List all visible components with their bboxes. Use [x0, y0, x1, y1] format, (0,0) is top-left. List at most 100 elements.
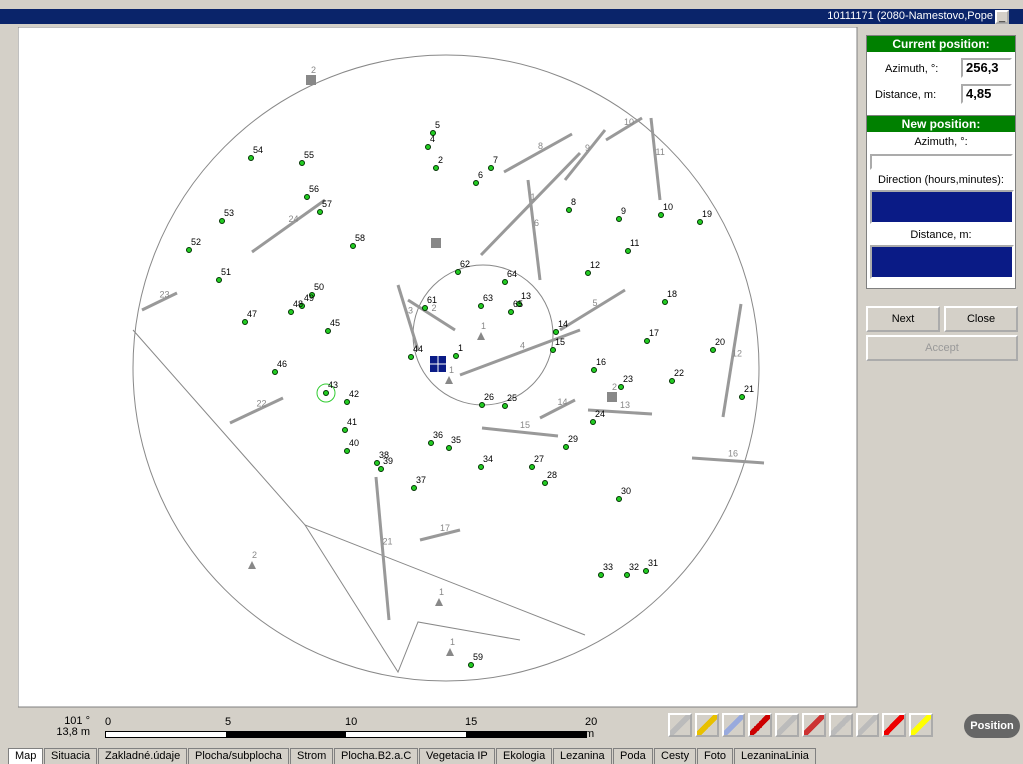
minimize[interactable]: _ — [995, 10, 1009, 24]
tree — [542, 480, 548, 486]
tree-label: 62 — [460, 259, 470, 269]
distance-input[interactable] — [870, 245, 1014, 279]
distance-value: 4,85 — [961, 84, 1012, 104]
tree-label: 5 — [435, 120, 440, 130]
close-button[interactable]: Close — [944, 306, 1018, 332]
tree-label: 48 — [293, 299, 303, 309]
tree — [299, 160, 305, 166]
log-label: 14 — [558, 397, 568, 407]
tree-label: 53 — [224, 208, 234, 218]
tree-label: 52 — [191, 237, 201, 247]
tool-button[interactable] — [748, 713, 773, 737]
tree-label: 64 — [507, 269, 517, 279]
tree — [566, 207, 572, 213]
tool-button[interactable] — [909, 713, 933, 737]
tree-label: 4 — [430, 134, 435, 144]
current-header: Current position: — [867, 36, 1015, 52]
marker-label: 1 — [439, 587, 444, 597]
tree-label: 38 — [379, 450, 389, 460]
tree — [342, 427, 348, 433]
tool-button[interactable] — [721, 713, 746, 737]
tree-label: 23 — [623, 374, 633, 384]
tab[interactable]: LezaninaLinia — [734, 748, 816, 764]
tree-label: 32 — [629, 562, 639, 572]
log — [459, 328, 581, 377]
tab[interactable]: Foto — [697, 748, 734, 764]
tool-button[interactable] — [882, 713, 907, 737]
log-label: 5 — [593, 298, 598, 308]
log — [251, 198, 326, 254]
tree-label: 37 — [416, 475, 426, 485]
next-button[interactable]: Next — [866, 306, 940, 332]
scale-label: 15 — [465, 716, 478, 728]
tab[interactable]: Strom — [290, 748, 334, 764]
tree — [550, 347, 556, 353]
tree — [598, 572, 604, 578]
tree-label: 7 — [493, 155, 498, 165]
tool-button[interactable] — [775, 713, 799, 737]
tree — [529, 464, 535, 470]
tree-label: 41 — [347, 417, 357, 427]
tree-label: 2 — [438, 155, 443, 165]
tree-label: 58 — [355, 233, 365, 243]
tool-button[interactable] — [855, 713, 880, 737]
tree-label: 28 — [547, 470, 557, 480]
label: Azimuth, °: — [885, 63, 939, 75]
marker-label: 1 — [481, 321, 486, 331]
tree — [186, 247, 192, 253]
tab[interactable]: Ekologia — [496, 748, 553, 764]
tree-label: 22 — [674, 368, 684, 378]
tree-label: 34 — [483, 454, 493, 464]
log — [407, 298, 456, 332]
tab[interactable]: Map — [8, 748, 44, 764]
log — [481, 426, 559, 438]
position-button[interactable]: Position — [964, 714, 1020, 738]
tab[interactable]: Cesty — [654, 748, 697, 764]
marker-label: 2 — [252, 550, 257, 560]
tree-label: 29 — [568, 434, 578, 444]
tree-label: 36 — [433, 430, 443, 440]
azimuth-value: 256,3 — [961, 58, 1012, 78]
tree-label: 56 — [309, 184, 319, 194]
tab[interactable]: Plocha.B2.a.C — [334, 748, 419, 764]
title-bar: 10111171 (2080-Namestovo,Pope _ — [0, 9, 1023, 24]
tree — [468, 662, 474, 668]
scale-label: 5 — [225, 716, 232, 728]
tab[interactable]: Zakladné.údaje — [98, 748, 188, 764]
log-label: 16 — [728, 449, 738, 459]
selected-ring — [316, 383, 336, 403]
tree-label: 54 — [253, 145, 263, 155]
tool-button[interactable] — [668, 713, 692, 737]
tree-label: 47 — [247, 309, 257, 319]
tab[interactable]: Lezanina — [553, 748, 612, 764]
new-header: New position: — [867, 116, 1015, 132]
tree-label: 30 — [621, 486, 631, 496]
tree — [317, 209, 323, 215]
tree-label: 43 — [328, 380, 338, 390]
tree — [585, 270, 591, 276]
log — [605, 116, 643, 142]
regeneration — [248, 561, 256, 569]
tree — [563, 444, 569, 450]
tree — [248, 155, 254, 161]
accept-button[interactable]: Accept — [866, 335, 1018, 361]
tree — [473, 180, 479, 186]
tree — [591, 367, 597, 373]
direction-input[interactable] — [870, 190, 1014, 224]
log-label: 9 — [585, 143, 590, 153]
tree-label: 33 — [603, 562, 613, 572]
tab[interactable]: Poda — [613, 748, 653, 764]
tree-label: 57 — [322, 199, 332, 209]
tree-label: 12 — [590, 260, 600, 270]
tool-button[interactable] — [801, 713, 826, 737]
tab[interactable]: Plocha/subplocha — [188, 748, 289, 764]
tool-button[interactable] — [828, 713, 853, 737]
log-label: 17 — [440, 523, 450, 533]
tool-button[interactable] — [694, 713, 719, 737]
tab[interactable]: Situacia — [44, 748, 98, 764]
log — [503, 132, 573, 174]
tab[interactable]: Vegetacia IP — [419, 748, 495, 764]
tree-label: 55 — [304, 150, 314, 160]
azimuth-input[interactable] — [870, 154, 1013, 170]
tree — [344, 399, 350, 405]
